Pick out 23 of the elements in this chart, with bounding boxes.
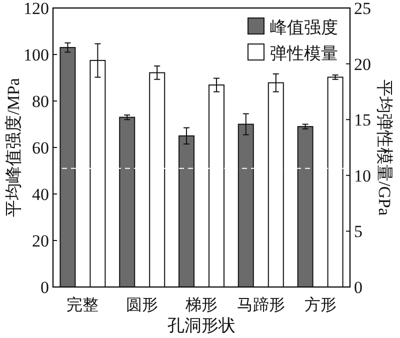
x-tick-label: 完整 [66,296,99,314]
y2-tick-label: 0 [354,278,362,297]
x-axis-title: 孔洞形状 [168,316,236,335]
legend-label: 弹性模量 [270,44,338,63]
y2-axis-title: 平均弹性模量/GPa [375,80,394,216]
y-tick-label: 60 [32,138,49,158]
y-tick-label: 40 [32,185,49,204]
y-tick-label: 80 [32,92,49,111]
y-tick-label: 120 [24,0,49,18]
y2-tick-label: 25 [354,0,371,18]
y-tick-label: 20 [32,232,49,250]
y2-tick-label: 20 [354,54,371,74]
y-tick-label: 100 [24,46,49,64]
x-tick-label: 马蹄形 [236,296,285,314]
y2-tick-label: 5 [354,222,362,242]
y-axis-title: 平均峰值强度/MPa [4,78,23,217]
x-tick-label: 圆形 [126,297,158,314]
legend-label: 峰值强度 [270,18,338,37]
x-tick-label: 方形 [304,296,336,314]
y2-tick-label: 15 [354,110,371,130]
x-tick-label: 梯形 [184,297,218,314]
y2-tick-label: 10 [354,166,371,186]
y-tick-label: 0 [40,278,49,297]
